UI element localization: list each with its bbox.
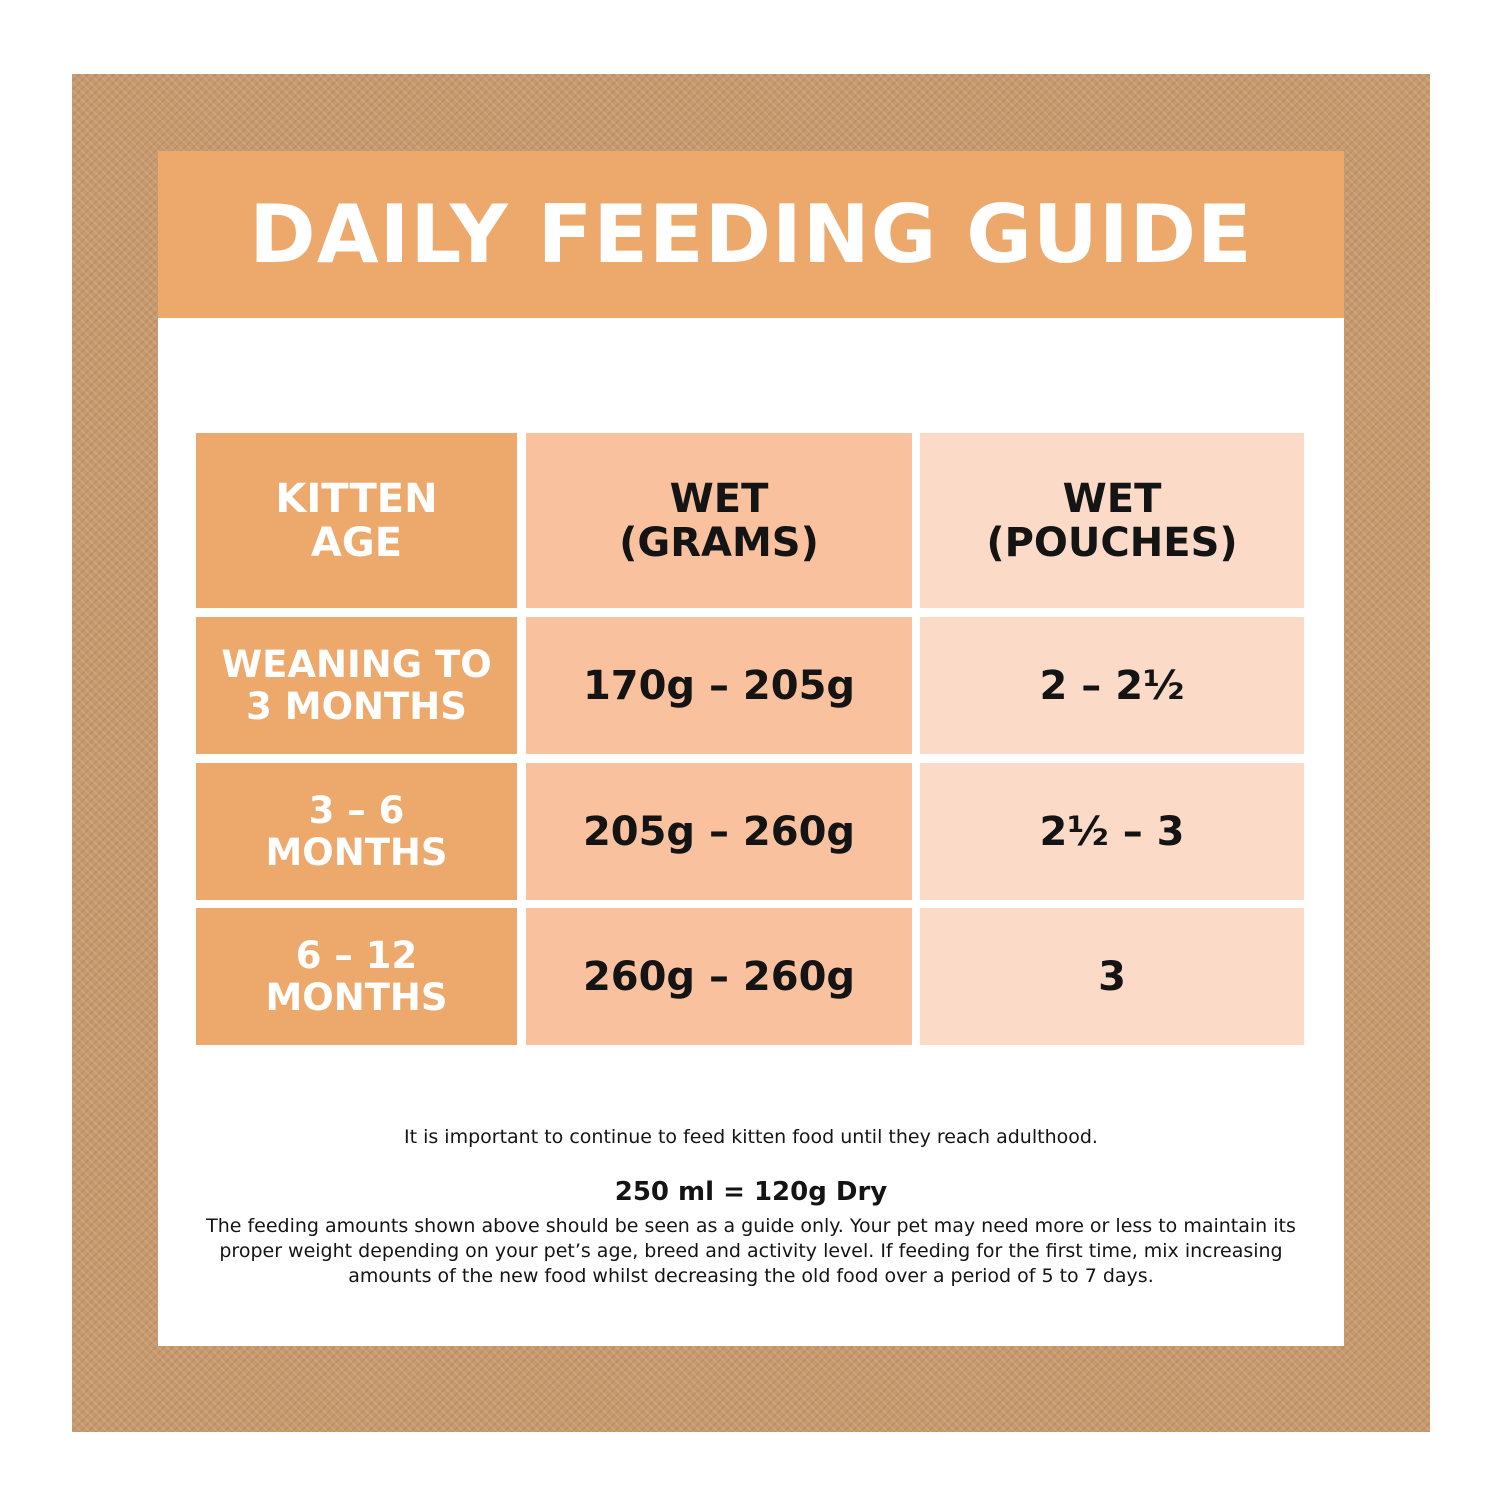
row-age: 3 – 6 MONTHS [196,763,517,900]
row-pouches: 2 – 2½ [920,617,1304,754]
header-wet-pouches: WET (POUCHES) [920,433,1304,608]
conversion-note: 250 ml = 120g Dry [614,1177,888,1207]
page-title: DAILY FEEDING GUIDE [249,187,1253,281]
row-age: WEANING TO 3 MONTHS [196,617,517,754]
row-pouches: 2½ – 3 [920,763,1304,900]
header-wet-grams: WET (GRAMS) [526,433,912,608]
row-grams: 260g – 260g [526,908,912,1045]
row-grams: 170g – 205g [526,617,912,754]
row-pouches: 3 [920,908,1304,1045]
header-kitten-age: KITTEN AGE [196,433,517,608]
row-grams: 205g – 260g [526,763,912,900]
adulthood-note: It is important to continue to feed kitt… [404,1126,1098,1148]
feeding-guide-card: DAILY FEEDING GUIDE KITTEN AGE WET (GRAM… [158,151,1344,1346]
row-age: 6 – 12 MONTHS [196,908,517,1045]
disclaimer-note: The feeding amounts shown above should b… [206,1215,1296,1287]
title-banner: DAILY FEEDING GUIDE [158,151,1344,318]
